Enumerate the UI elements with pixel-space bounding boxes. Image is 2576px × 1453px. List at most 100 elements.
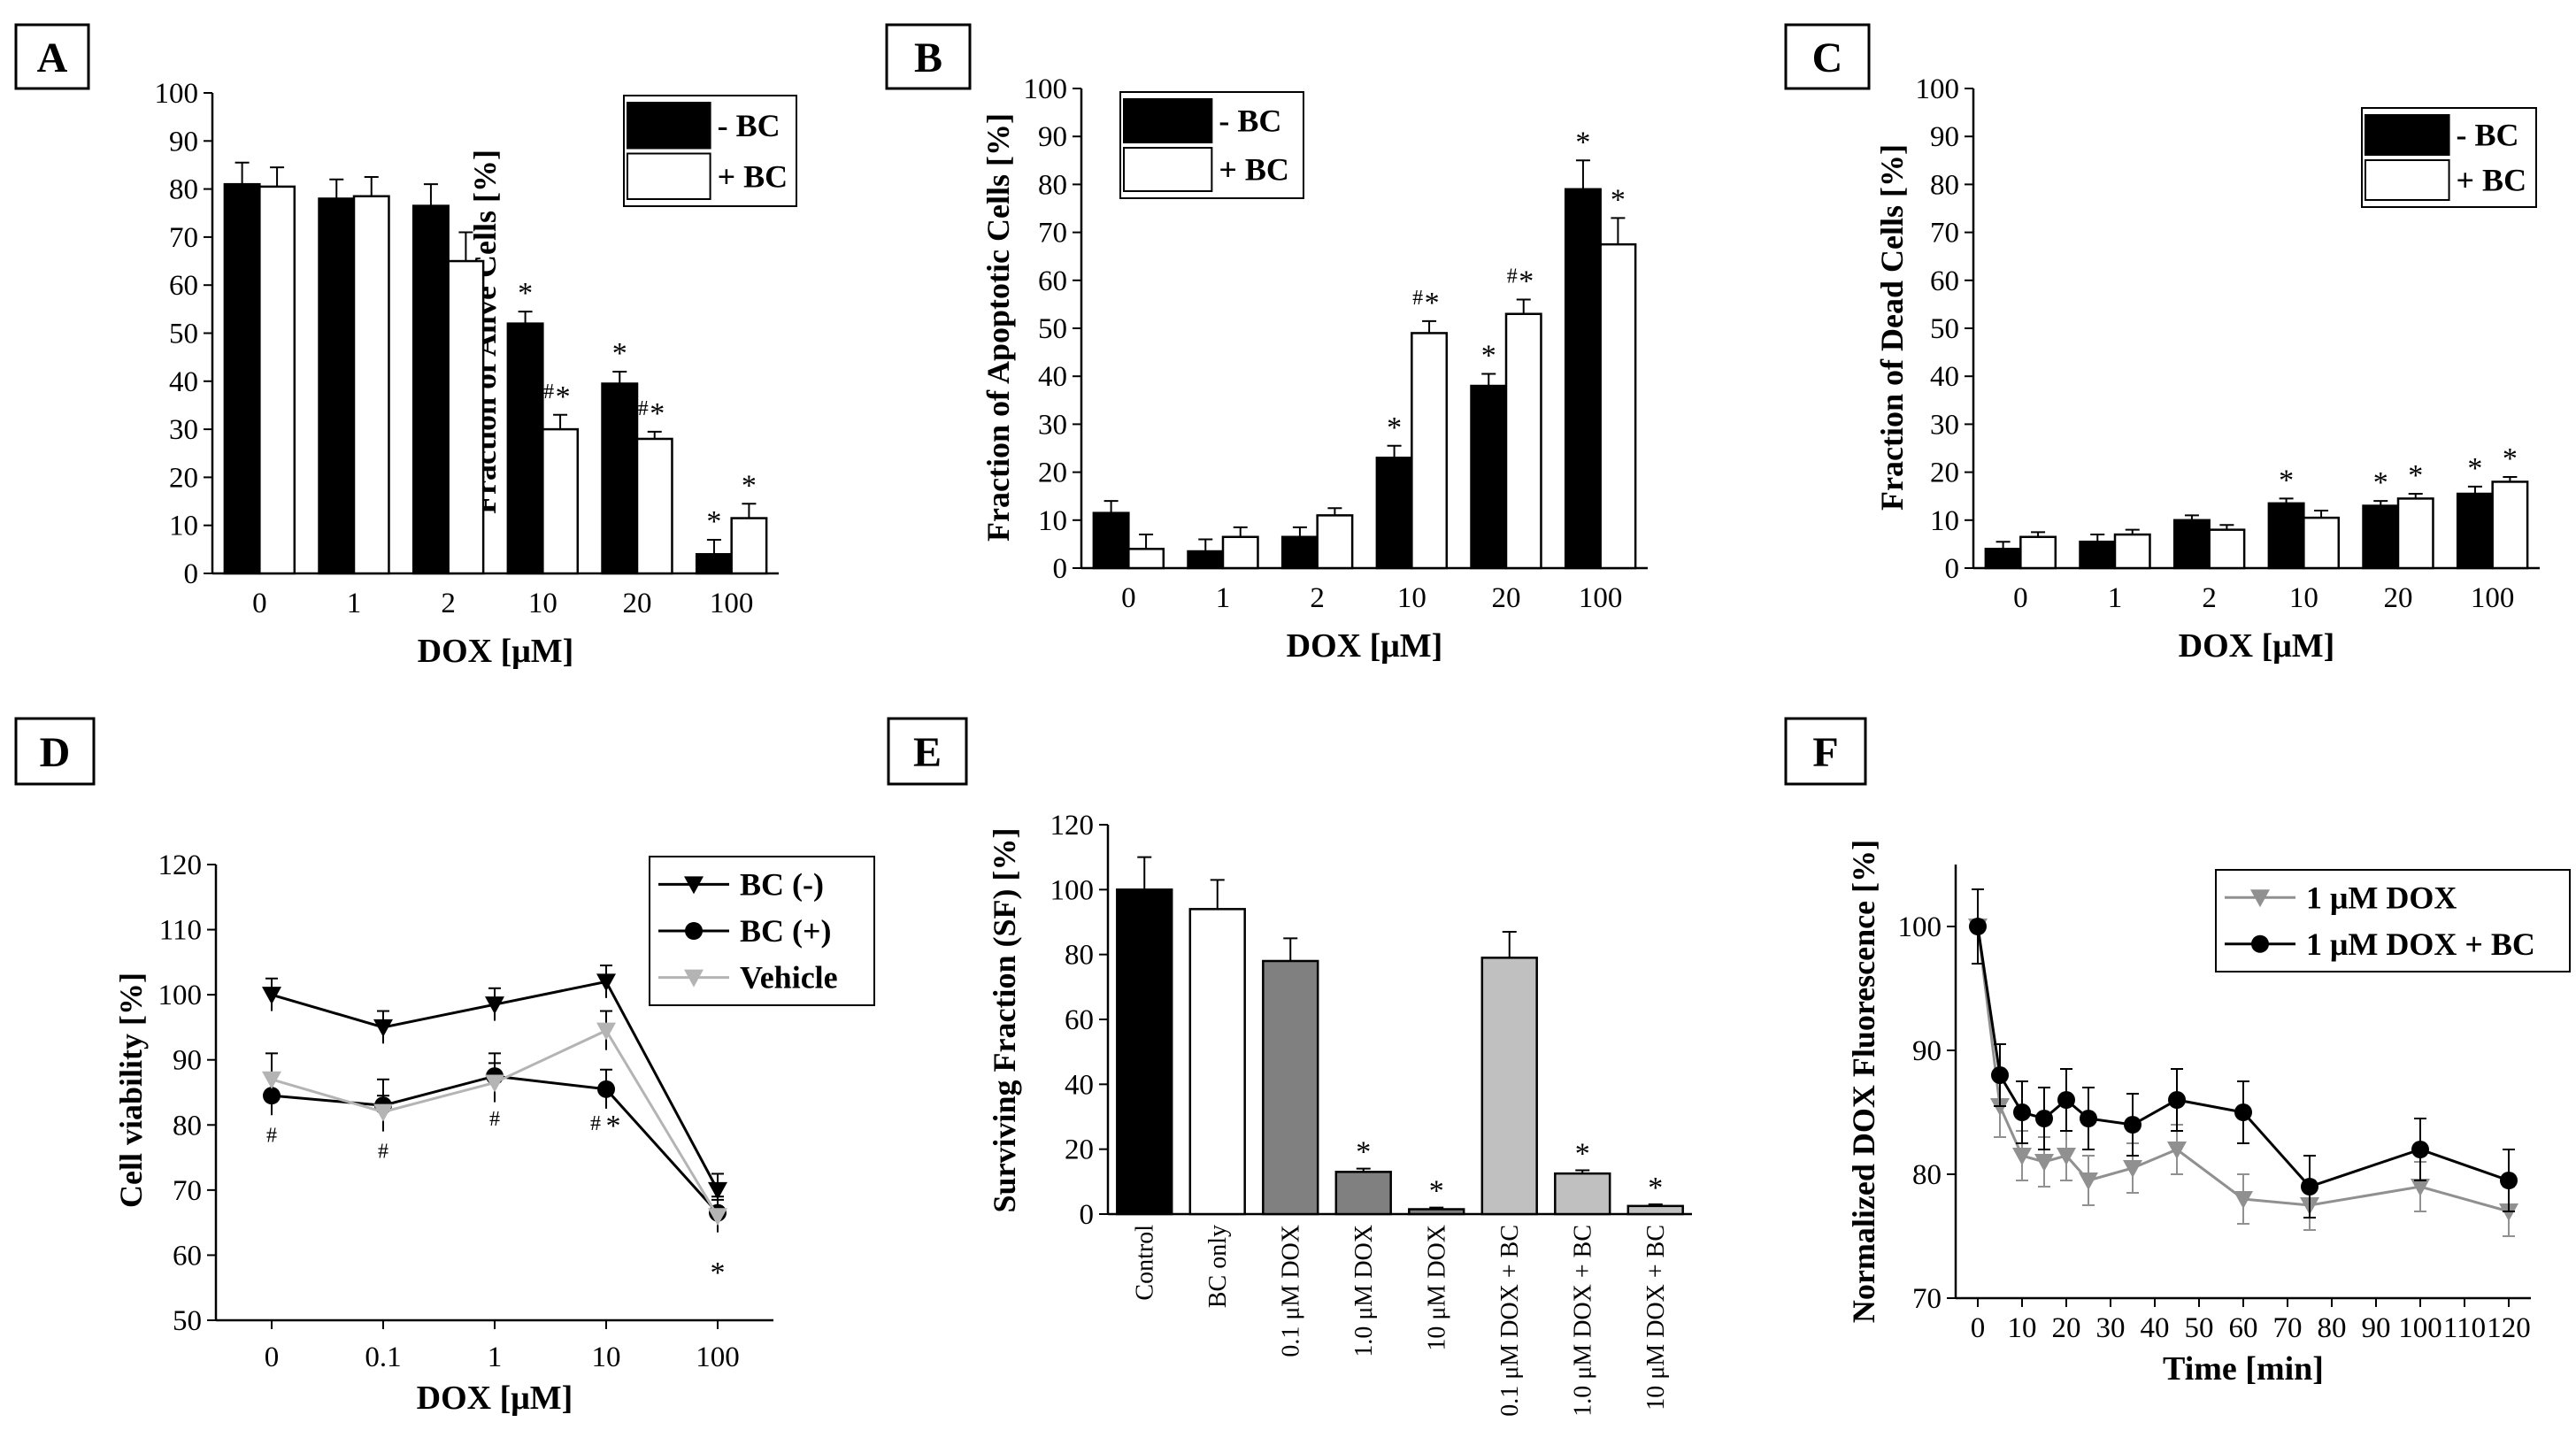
y-tick-label: 50 (173, 1305, 202, 1337)
x-tick-label: 1 (347, 588, 362, 619)
panel-label: F (1812, 729, 1838, 776)
legend-marker (684, 969, 704, 988)
hash-mark: # (638, 397, 649, 420)
x-tick-label: 1.0 μM DOX (1350, 1225, 1378, 1357)
bar (223, 182, 261, 575)
y-axis-title: Surviving Fraction (SF) [%] (987, 828, 1022, 1213)
y-tick-label: 70 (1930, 218, 1959, 250)
significance-mark: * (1575, 126, 1590, 158)
bar (2303, 516, 2341, 570)
significance-mark: * (2408, 459, 2423, 492)
bar (1116, 888, 1173, 1216)
panel-label-box (887, 717, 968, 786)
legend-swatch (1123, 147, 1213, 192)
legend-label: + BC (1219, 152, 1289, 188)
legend-box (2215, 869, 2571, 973)
x-tick-label: 0.1 μM DOX + BC (1496, 1225, 1524, 1417)
y-axis-title: Normalized DOX Fluorescence [%] (1846, 840, 1881, 1323)
y-tick-label: 20 (1038, 457, 1067, 489)
significance-mark: * (711, 1257, 726, 1289)
y-tick-label: 100 (1916, 73, 1960, 105)
x-tick-label: 0 (1121, 582, 1136, 614)
x-tick-label: 80 (2318, 1312, 2347, 1344)
panel-label: C (1812, 35, 1843, 81)
data-point (2411, 1179, 2430, 1196)
y-tick-label: 60 (1038, 265, 1067, 297)
x-tick-label: 20 (2052, 1312, 2081, 1344)
bar (1187, 550, 1225, 570)
bar (447, 259, 485, 575)
panel-label: A (37, 35, 68, 81)
y-tick-label: 120 (158, 850, 203, 881)
y-tick-label: 0 (1053, 553, 1068, 585)
bar (1470, 384, 1508, 570)
y-tick-label: 60 (169, 270, 198, 302)
legend-swatch (627, 152, 711, 200)
bar (542, 427, 580, 575)
x-tick-label: 90 (2362, 1312, 2391, 1344)
significance-mark: * (2373, 466, 2388, 499)
x-tick-label: 10 (2289, 582, 2318, 614)
y-tick-label: 70 (169, 222, 198, 254)
x-tick-label: 10 μM DOX + BC (1642, 1225, 1670, 1411)
x-tick-label: 60 (2229, 1312, 2258, 1344)
y-tick-label: 100 (1050, 874, 1095, 906)
data-point (373, 1019, 393, 1037)
x-tick-label: 2 (2202, 582, 2217, 614)
panel-label: D (40, 729, 71, 776)
data-point (2167, 1142, 2187, 1159)
bar (2208, 528, 2246, 570)
x-tick-label: 1 (488, 1342, 503, 1373)
data-point (2500, 1172, 2518, 1189)
y-tick-label: 80 (1930, 169, 1959, 201)
x-axis-title: DOX [μM] (1287, 627, 1443, 665)
bar (1504, 312, 1542, 570)
y-tick-label: 50 (1930, 313, 1959, 345)
x-tick-label: 100 (2398, 1312, 2442, 1344)
y-tick-label: 0 (1945, 553, 1960, 585)
y-tick-label: 30 (169, 414, 198, 446)
panel-label-box (885, 23, 972, 90)
data-point (2013, 1103, 2031, 1121)
data-point (1969, 918, 1987, 935)
bar (506, 322, 544, 575)
data-point (373, 1103, 393, 1122)
data-point (708, 1181, 727, 1200)
data-point (597, 1080, 615, 1098)
x-tick-label: 10 μM DOX (1423, 1225, 1450, 1351)
data-point (708, 1208, 727, 1226)
panel-label-box (1784, 717, 1867, 786)
legend-marker (684, 876, 704, 895)
x-tick-label: 1.0 μM DOX + BC (1569, 1225, 1596, 1417)
panel-label-box (14, 717, 96, 786)
bar (1564, 188, 1602, 570)
bar (258, 185, 296, 575)
data-point (2080, 1110, 2097, 1127)
bar (1221, 535, 1259, 570)
legend-swatch (1123, 98, 1213, 143)
series-line (1976, 926, 2510, 1213)
y-tick-label: 10 (1038, 505, 1067, 537)
y-tick-label: 50 (169, 319, 198, 350)
x-tick-label: 0 (1971, 1312, 1986, 1344)
bar (318, 197, 356, 575)
data-point (2035, 1110, 2053, 1127)
y-tick-label: 90 (169, 126, 198, 158)
significance-mark: * (1611, 183, 1626, 216)
significance-mark: * (1387, 411, 1402, 444)
legend-marker (685, 922, 703, 940)
y-tick-label: 20 (1065, 1134, 1094, 1166)
legend-label: 1 μM DOX + BC (2306, 926, 2535, 962)
legend-swatch (2365, 114, 2450, 156)
y-tick-label: 90 (1038, 121, 1067, 153)
x-tick-label: 10 (2008, 1312, 2037, 1344)
significance-mark: * (1575, 1138, 1590, 1171)
legend-marker (2251, 934, 2269, 953)
bar (1316, 514, 1354, 570)
y-tick-label: 100 (155, 78, 199, 110)
panel-label: B (914, 35, 942, 81)
legend-label: + BC (718, 158, 788, 194)
bar (730, 517, 768, 575)
